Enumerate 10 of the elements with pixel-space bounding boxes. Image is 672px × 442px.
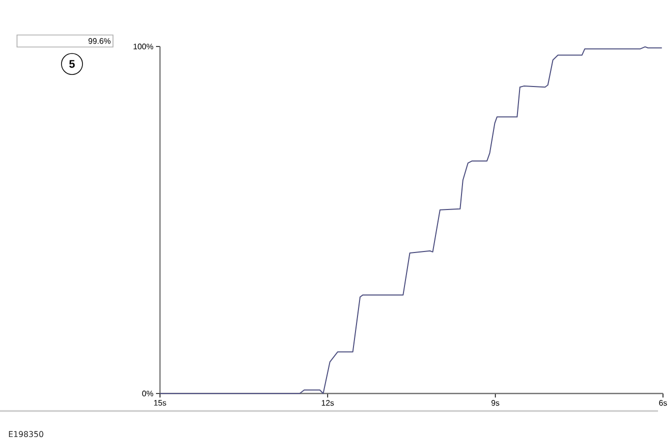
text: 99.6%: [88, 38, 111, 44]
line-series: [159, 46, 662, 394]
x-tick-label: 15s: [154, 400, 166, 406]
y-tick-label: 0%: [142, 390, 154, 396]
text: E198350: [8, 431, 44, 438]
y-tick-label: 100%: [134, 44, 154, 50]
x-tick-label: 6s: [659, 400, 667, 406]
x-tick-label: 9s: [491, 400, 500, 406]
x-tick-label: 12s: [322, 400, 334, 406]
text: 5: [69, 60, 75, 68]
